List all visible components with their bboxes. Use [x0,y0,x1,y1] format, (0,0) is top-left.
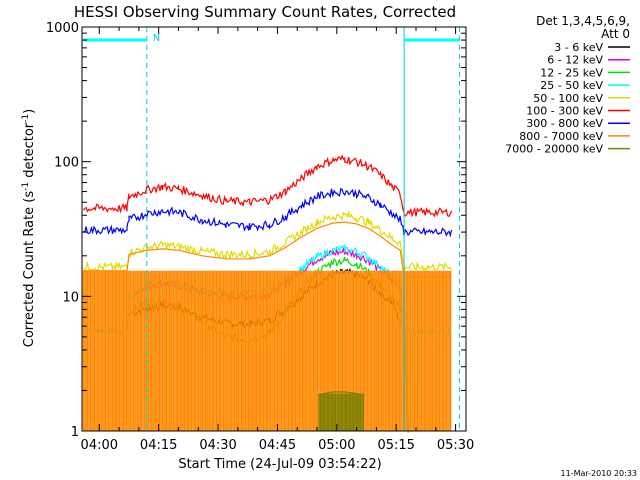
y-axis-label-end: ) [22,109,37,114]
legend-label-25-50-kev: 25 - 50 keV [540,79,603,92]
legend-item-50-100-kev: 50 - 100 keV [533,92,630,105]
series-100-300-kev [82,154,453,218]
legend-label-6-12-kev: 6 - 12 keV [547,54,603,67]
chart-title: HESSI Observing Summary Count Rates, Cor… [74,3,456,21]
legend-header-detectors: Det 1,3,4,5,6,9, [536,14,630,28]
series-line-100-300-kev [82,154,453,218]
legend-item-25-50-kev: 25 - 50 keV [540,79,630,92]
legend-item-800-7000-kev: 800 - 7000 keV [519,130,630,143]
plot-area: N 04:00 04:15 04:30 04:45 05:00 05:15 05:30 1 1… [46,21,474,453]
legend-item-7000-20000-kev: 7000 - 20000 keV [505,143,630,156]
y-tick-label-100: 100 [54,156,79,171]
series-50-100-kev [83,210,453,272]
legend-label-300-800-kev: 300 - 800 keV [526,117,603,130]
legend-label-12-25-kev: 12 - 25 keV [540,66,603,79]
legend-item-300-800-kev: 300 - 800 keV [526,117,630,130]
series-line-50-100-kev [83,210,453,272]
x-tick-label-0515: 05:15 [377,438,414,453]
flag-label: N [153,33,160,44]
plot-frame [81,26,467,432]
y-tick-label-1000: 1000 [46,21,79,36]
legend-item-100-300-kev: 100 - 300 keV [526,105,630,118]
y-axis-label-sup2: -1 [21,114,31,123]
legend-label-800-7000-kev: 800 - 7000 keV [519,130,603,143]
y-axis-label-sup1: -1 [21,182,31,191]
x-tick-label-0445: 04:45 [259,438,296,453]
x-axis-label: Start Time (24-Jul-09 03:54:22) [178,457,381,472]
legend-label-50-100-kev: 50 - 100 keV [533,92,603,105]
legend-header-attenuator: Att 0 [601,27,630,41]
legend-item-12-25-kev: 12 - 25 keV [540,66,630,79]
series-800-7000-kev [82,221,452,431]
series-line-800-7000-kev [83,221,452,278]
x-tick-label-0400: 04:00 [81,438,118,453]
footer-timestamp: 11-Mar-2010 20:33 [561,469,638,478]
legend-label-100-300-kev: 100 - 300 keV [526,105,603,118]
series-7000-20000-kev [318,391,365,431]
y-axis-label-main: Corrected Count Rate (s [22,191,37,348]
y-tick-label-1: 1 [71,425,79,440]
legend-item-3-6-kev: 3 - 6 keV [554,41,630,54]
legend-label-3-6-kev: 3 - 6 keV [554,41,603,54]
y-axis-label-mid: detector [22,122,37,182]
series-line-300-800-kev [83,187,453,238]
x-tick-label-0430: 04:30 [199,438,236,453]
x-tick-label-0500: 05:00 [318,438,355,453]
series-300-800-kev [83,187,453,238]
legend-label-7000-20000-kev: 7000 - 20000 keV [505,143,603,156]
y-axis-label: Corrected Count Rate (s-1 detector-1) [21,109,37,347]
x-tick-label-0415: 04:15 [140,438,177,453]
y-tick-label-10: 10 [62,290,79,305]
legend-item-6-12-kev: 6 - 12 keV [547,54,630,67]
x-tick-label-0530: 05:30 [437,438,474,453]
